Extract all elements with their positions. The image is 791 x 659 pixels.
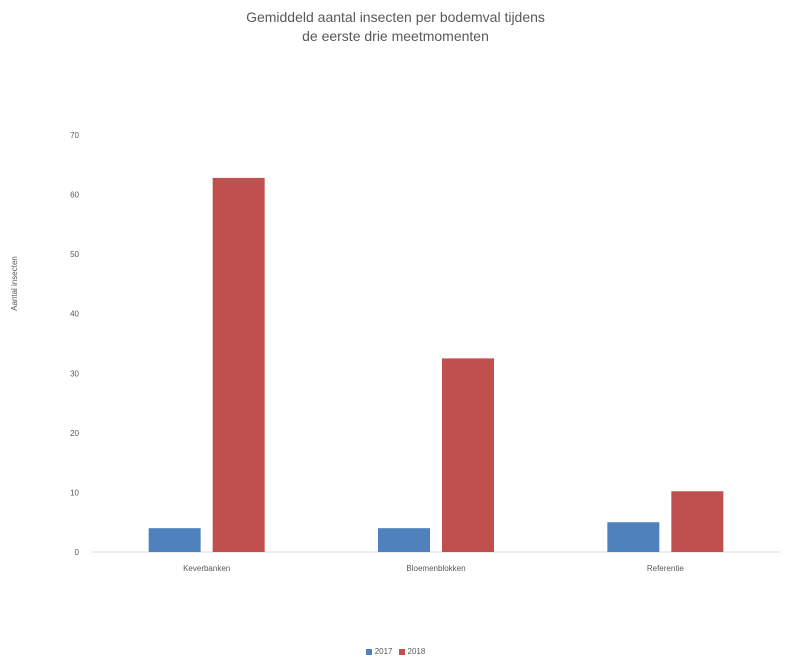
y-axis-title: Aantal insecten: [10, 256, 19, 311]
y-tick-label: 0: [75, 548, 80, 557]
chart-title-line-1: Gemiddeld aantal insecten per bodemval t…: [246, 9, 545, 25]
chart-legend: 2017 2018: [0, 647, 791, 657]
chart-title: Gemiddeld aantal insecten per bodemval t…: [0, 8, 791, 46]
y-tick-label: 70: [70, 131, 79, 140]
y-tick-label: 60: [70, 191, 79, 200]
bar-2017-keverbanken: [148, 528, 201, 552]
x-tick-label: Keverbanken: [183, 564, 230, 573]
y-tick-label: 20: [70, 429, 79, 438]
legend-label: 2017: [374, 647, 393, 656]
y-tick-label: 10: [70, 488, 79, 497]
y-tick-label: 50: [70, 250, 79, 259]
bar-2018-referentie: [671, 491, 724, 552]
legend-item-2017: 2017: [365, 647, 393, 656]
legend-swatch: [398, 648, 405, 655]
x-tick-label: Referentie: [647, 564, 684, 573]
y-tick-label: 30: [70, 369, 79, 378]
legend-item-2018: 2018: [398, 647, 426, 656]
chart-title-line-2: de eerste drie meetmomenten: [302, 28, 489, 44]
bar-2017-bloemenblokken: [378, 528, 430, 552]
bar-2018-keverbanken: [212, 177, 265, 553]
legend-label: 2018: [407, 647, 426, 656]
y-tick-label: 40: [70, 310, 79, 319]
x-tick-label: Bloemenblokken: [406, 564, 465, 573]
bar-2017-referentie: [607, 522, 660, 552]
legend-swatch: [365, 648, 372, 655]
bar-2018-bloemenblokken: [442, 358, 494, 552]
